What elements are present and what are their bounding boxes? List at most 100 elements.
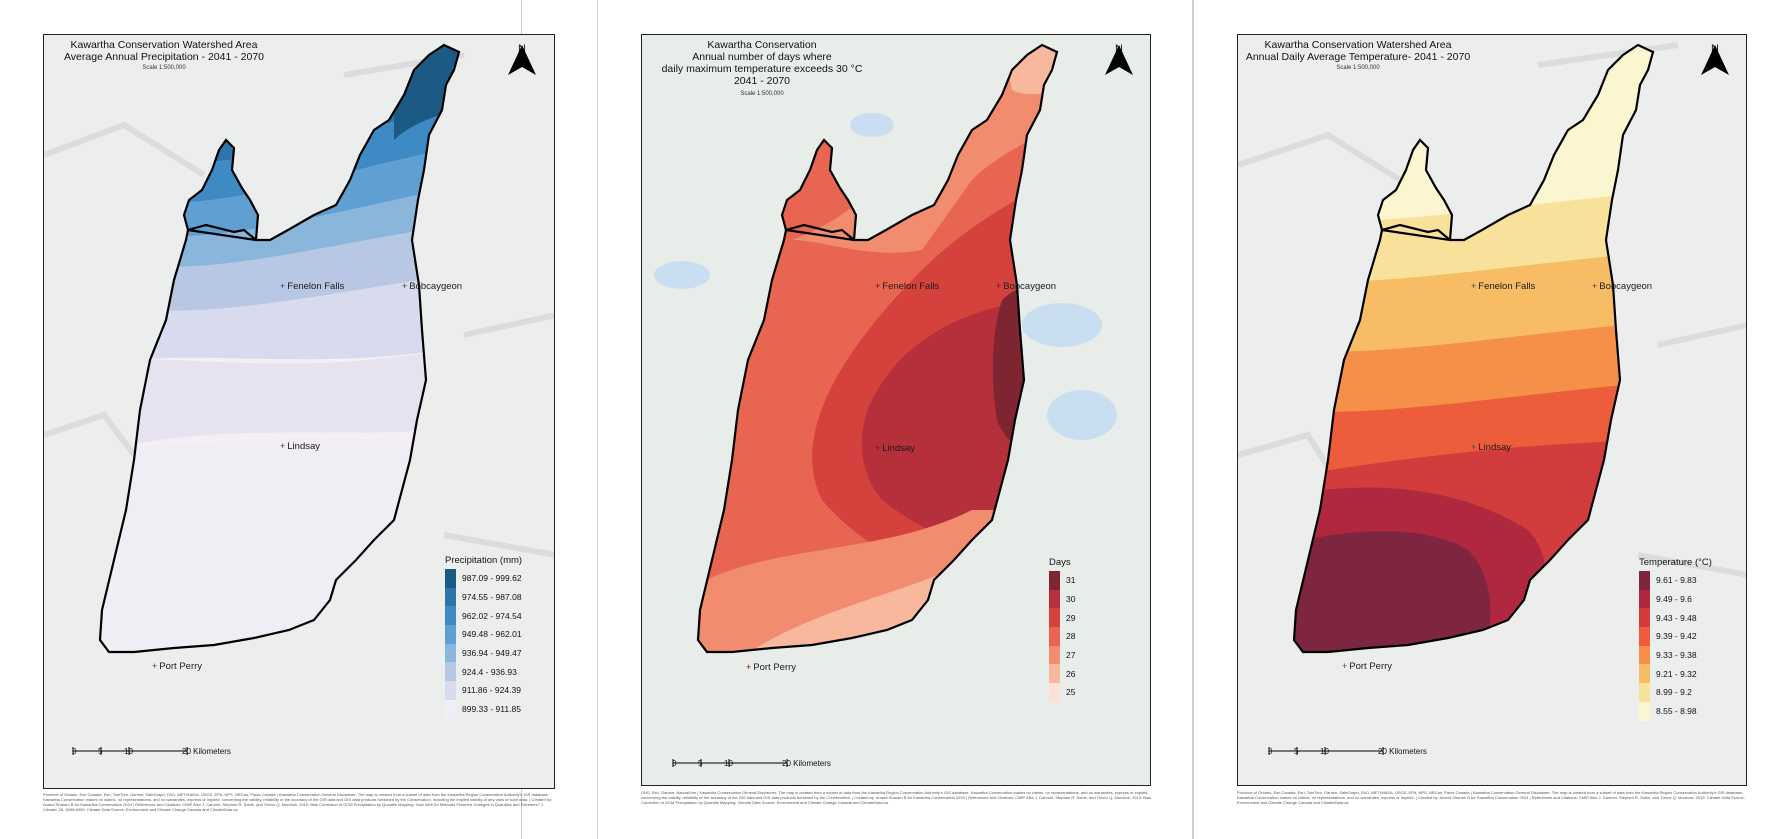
- scalebar-graphic: [1268, 747, 1384, 755]
- map-title: Kawartha Conservation Watershed Area Ave…: [44, 39, 284, 63]
- legend-swatch: [1639, 701, 1650, 721]
- legend-swatch: [1049, 627, 1060, 646]
- legend-label: 9.39 - 9.42: [1656, 631, 1697, 642]
- legend-label: 987.09 - 999.62: [462, 573, 522, 584]
- map-frame-hot-days[interactable]: Kawartha Conservation Annual number of d…: [641, 34, 1151, 786]
- place-marker-icon: +: [1471, 442, 1477, 452]
- legend-item: 974.55 - 987.08: [445, 587, 522, 607]
- credits-text: OHS, Esri, Garmin, NaturalVue | Kawartha…: [641, 790, 1151, 805]
- place-fenelon-falls: + Fenelon Falls: [280, 281, 345, 292]
- legend-label: 28: [1066, 631, 1076, 642]
- legend-label: 8.55 - 8.98: [1656, 706, 1697, 717]
- place-marker-icon: +: [1471, 281, 1477, 291]
- legend-swatch: [445, 587, 456, 607]
- precipitation-map-canvas: [44, 35, 554, 788]
- place-marker-icon: +: [280, 441, 286, 451]
- legend-item: 27: [1049, 645, 1076, 665]
- legend-label: 962.02 - 974.54: [462, 610, 522, 621]
- scalebar-tick: 20 Kilometers: [1378, 747, 1427, 756]
- place-marker-icon: +: [746, 662, 752, 672]
- scalebar-tick: 0: [1268, 747, 1273, 756]
- scalebar: 0 5 10 20 Kilometers: [72, 747, 272, 757]
- legend-days: Days 31 30 29 28 27 26 25: [1049, 557, 1075, 702]
- place-marker-icon: +: [875, 281, 881, 291]
- legend-label: 30: [1066, 594, 1076, 605]
- legend-item: 936.94 - 949.47: [445, 643, 522, 663]
- legend-item: 9.21 - 9.32: [1639, 664, 1712, 684]
- legend-swatch: [1049, 664, 1060, 684]
- title-line-2: Annual number of days where: [692, 51, 832, 63]
- legend-label: 9.33 - 9.38: [1656, 650, 1697, 661]
- legend-swatch: [1049, 683, 1060, 702]
- legend-swatch: [1639, 683, 1650, 702]
- legend-label: 8.99 - 9.2: [1656, 687, 1692, 698]
- place-marker-icon: +: [875, 443, 881, 453]
- legend-rows: 31 30 29 28 27 26 25: [1049, 571, 1075, 702]
- legend-title: Precipitation (mm): [445, 555, 523, 566]
- title-line-2: Annual Daily Average Temperature- 2041 -…: [1245, 51, 1471, 63]
- place-fenelon-falls: + Fenelon Falls: [875, 281, 940, 292]
- legend-item: 26: [1049, 664, 1076, 684]
- legend-swatch: [1639, 627, 1650, 646]
- legend-swatch: [445, 606, 456, 626]
- legend-item: 924.4 - 936.93: [445, 662, 522, 682]
- legend-item: 9.49 - 9.6: [1639, 589, 1712, 609]
- legend-label: 899.33 - 911.85: [462, 704, 521, 715]
- legend-item: 949.48 - 962.01: [445, 625, 522, 644]
- scalebar-tick: 10: [724, 759, 733, 768]
- scalebar-tick: 20 Kilometers: [182, 747, 231, 756]
- legend-item: 31: [1049, 571, 1075, 590]
- place-port-perry: + Port Perry: [746, 662, 797, 673]
- legend-swatch: [445, 643, 456, 663]
- legend-label: 936.94 - 949.47: [462, 648, 522, 659]
- legend-label: 924.4 - 936.93: [462, 666, 517, 677]
- legend-swatch: [445, 699, 456, 719]
- legend-item: 28: [1049, 627, 1075, 646]
- north-arrow: N: [507, 43, 537, 75]
- place-lindsay: + Lindsay: [1471, 442, 1512, 453]
- legend-item: 25: [1049, 683, 1075, 702]
- legend-item: 29: [1049, 608, 1076, 628]
- place-marker-icon: +: [402, 281, 408, 291]
- legend-swatch: [445, 662, 456, 682]
- title-line-1: Kawartha Conservation: [707, 39, 817, 51]
- scalebar-tick: 0: [672, 759, 677, 768]
- title-line-1: Kawartha Conservation Watershed Area: [70, 39, 258, 51]
- scalebar-tick: 5: [98, 747, 103, 756]
- legend-swatch: [1049, 571, 1060, 590]
- legend-rows: 9.61 - 9.83 9.49 - 9.6 9.43 - 9.48 9.39 - 9…: [1639, 571, 1712, 721]
- legend-label: 911.86 - 924.39: [462, 685, 521, 696]
- scalebar-tick: 20 Kilometers: [782, 759, 831, 768]
- legend-label: 27: [1066, 650, 1076, 661]
- legend-label: 974.55 - 987.08: [462, 592, 522, 603]
- scalebar: 0 5 10 20 Kilometers: [672, 759, 872, 769]
- legend-item: 9.61 - 9.83: [1639, 571, 1712, 590]
- map-frame-temperature[interactable]: Kawartha Conservation Watershed Area Ann…: [1237, 34, 1747, 786]
- place-fenelon-falls: + Fenelon Falls: [1471, 281, 1536, 292]
- credits-text: Province of Ontario, Esri Canada, Esri, …: [1237, 790, 1745, 805]
- map-frame-precipitation[interactable]: Kawartha Conservation Watershed Area Ave…: [43, 34, 555, 789]
- legend-label: 9.21 - 9.32: [1656, 668, 1697, 679]
- legend-label: 29: [1066, 612, 1076, 623]
- north-arrow-icon: [1105, 45, 1133, 75]
- legend-precipitation: Precipitation (mm) 987.09 - 999.62 974.55…: [445, 555, 522, 719]
- legend-swatch: [445, 681, 456, 700]
- legend-swatch: [1639, 645, 1650, 665]
- legend-label: 9.61 - 9.83: [1656, 575, 1697, 586]
- legend-swatch: [1639, 664, 1650, 684]
- place-bobcaygeon: + Bobcaygeon: [996, 281, 1057, 292]
- north-arrow: N: [1700, 43, 1730, 75]
- legend-item: 9.43 - 9.48: [1639, 608, 1712, 628]
- temperature-map-canvas: [1238, 35, 1746, 785]
- legend-label: 26: [1066, 668, 1076, 679]
- legend-item: 911.86 - 924.39: [445, 681, 522, 700]
- title-line-3: daily maximum temperature exceeds 30 °C: [661, 63, 863, 75]
- scalebar: 0 5 10 20 Kilometers: [1268, 747, 1468, 757]
- scale-text: Scale 1:500,000: [1336, 65, 1380, 71]
- place-marker-icon: +: [280, 281, 286, 291]
- map-title: Kawartha Conservation Annual number of d…: [642, 39, 882, 87]
- legend-swatch: [1049, 645, 1060, 665]
- legend-item: 987.09 - 999.62: [445, 569, 522, 588]
- legend-swatch: [1639, 608, 1650, 628]
- scalebar-graphic: [672, 759, 788, 767]
